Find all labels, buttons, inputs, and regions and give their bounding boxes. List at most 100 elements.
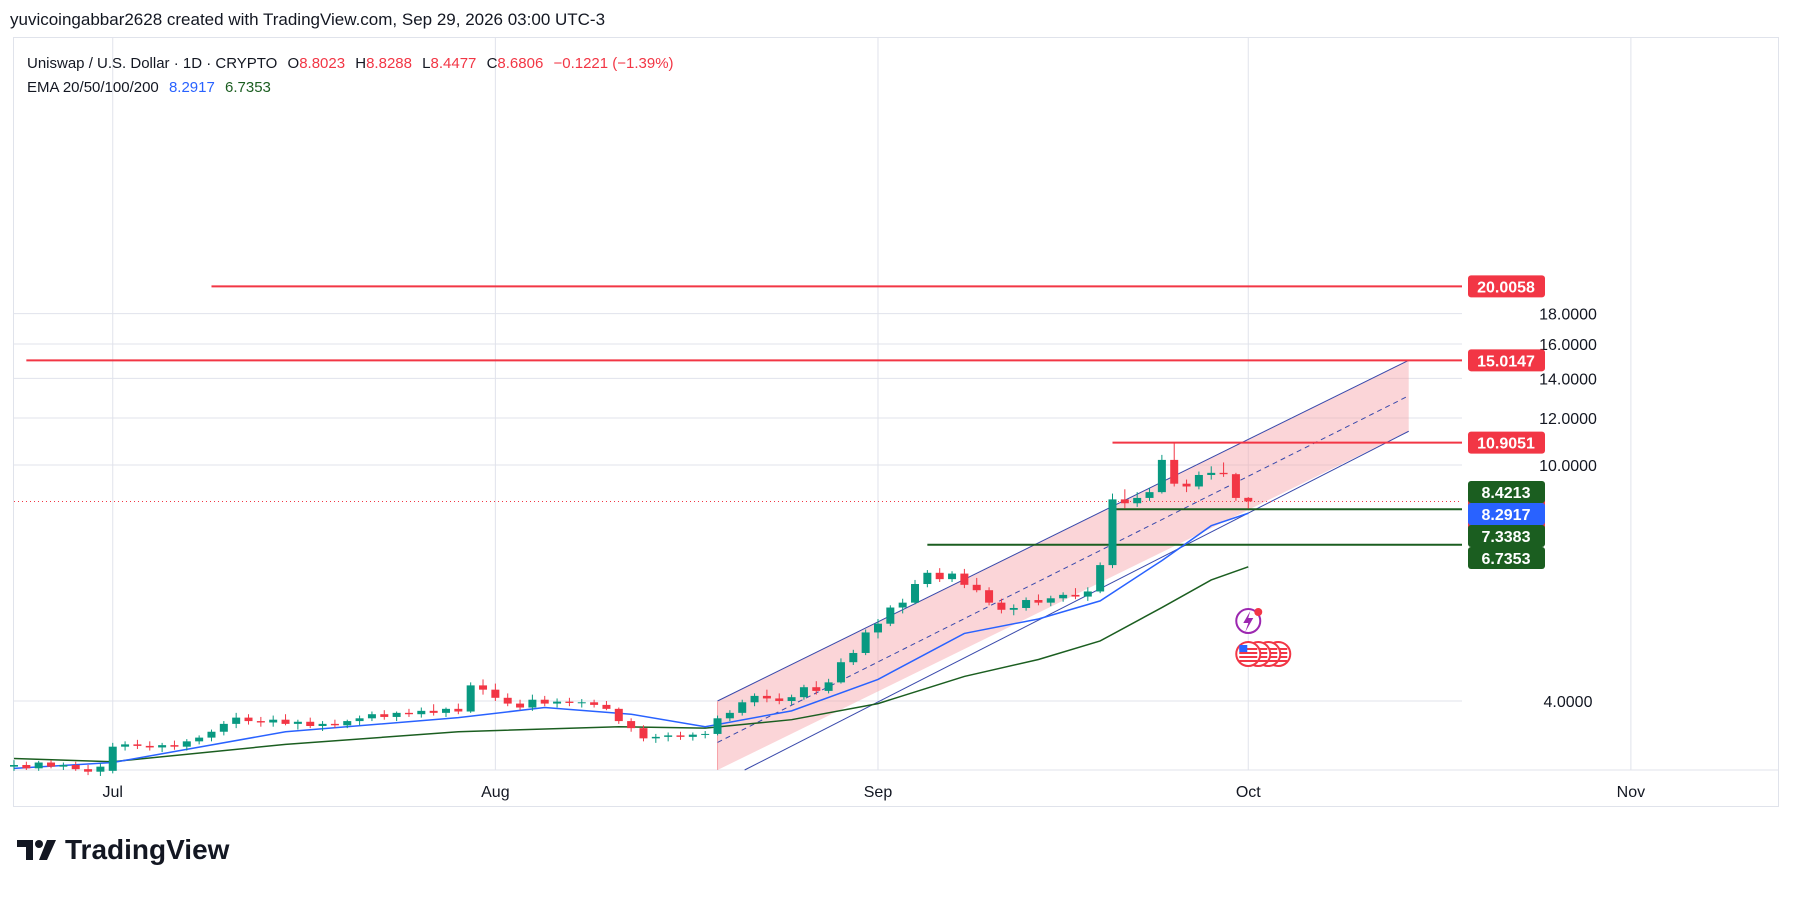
ema20-value: 8.2917 <box>168 79 215 96</box>
candle-body <box>1170 459 1179 484</box>
candle-body <box>873 623 882 633</box>
level-price-tag: 20.0058 <box>1477 279 1535 296</box>
candle-body <box>553 701 562 704</box>
candle-body <box>836 662 845 683</box>
candle-body <box>1133 497 1142 504</box>
candle-body <box>985 590 994 603</box>
candle-body <box>170 745 179 747</box>
channel-median-line <box>717 395 1409 743</box>
x-tick-label: Sep <box>864 784 893 801</box>
candle-body <box>158 745 167 748</box>
candle-body <box>503 697 512 704</box>
candle-body <box>1182 483 1191 487</box>
candle-body <box>343 721 352 726</box>
price-tag-bg <box>1468 525 1545 547</box>
close-value: 8.6806 <box>497 55 544 72</box>
candle-body <box>602 704 611 709</box>
flag-stripe <box>1239 656 1258 658</box>
candle-body <box>367 714 376 719</box>
candle-body <box>1034 600 1043 603</box>
candle-body <box>627 721 636 729</box>
candle-body <box>750 695 759 703</box>
candle-body <box>145 745 154 748</box>
candle-body <box>849 652 858 663</box>
candle-body <box>293 721 302 724</box>
y-tick-label: 16.0000 <box>1539 337 1597 354</box>
price-tag-bg <box>1468 547 1545 569</box>
candle-body <box>540 699 549 704</box>
candle-body <box>404 712 413 715</box>
candle-body <box>528 699 537 708</box>
candle-body <box>306 721 315 726</box>
flag-stripe <box>1239 652 1258 654</box>
chart-frame <box>13 37 1779 807</box>
chart-caption: yuvicoingabbar2628 created with TradingV… <box>10 10 606 29</box>
candle-body <box>219 723 228 732</box>
candle-body <box>244 717 253 722</box>
candle-body <box>651 736 660 739</box>
brand[interactable]: TradingView <box>17 834 229 866</box>
candle-body <box>577 702 586 704</box>
ema50-line <box>13 566 1249 763</box>
candle-body <box>417 710 426 715</box>
channel-lower-line <box>744 430 1409 771</box>
level-price-tag: 10.9051 <box>1477 436 1535 453</box>
candle-body <box>590 702 599 705</box>
chart-legend: Uniswap / U.S. Dollar · 1D · CRYPTO O8.8… <box>27 54 674 102</box>
candle-body <box>911 584 920 603</box>
ema-label[interactable]: EMA 20/50/100/200 <box>27 79 159 96</box>
candle-body <box>466 685 475 712</box>
y-tick-label: 18.0000 <box>1539 307 1597 324</box>
flag-stripe <box>1239 660 1258 662</box>
candle-body <box>1207 472 1216 475</box>
candle-body <box>1096 565 1105 592</box>
flag-stripe <box>1239 648 1258 650</box>
low-label: L <box>422 55 431 72</box>
candle-body <box>182 741 191 747</box>
channel-upper-line <box>717 359 1409 702</box>
candle-body <box>960 573 969 585</box>
candle-body <box>762 695 771 699</box>
candle-body <box>923 572 932 585</box>
high-value: 8.8288 <box>366 55 412 72</box>
candle-body <box>380 714 389 717</box>
candle-body <box>787 697 796 701</box>
price-tag: 7.3383 <box>1482 529 1531 546</box>
candle-body <box>256 721 265 723</box>
price-tag-bg <box>1468 503 1545 525</box>
candle-body <box>10 764 18 767</box>
candle-body <box>281 719 290 724</box>
candle-body <box>1108 499 1117 566</box>
candle-body <box>1022 600 1031 608</box>
candle-body <box>330 723 339 726</box>
candle-body <box>639 728 648 739</box>
candle-body <box>479 685 488 690</box>
channel-fill <box>717 360 1409 770</box>
symbol-name[interactable]: Uniswap / U.S. Dollar · 1D · CRYPTO <box>27 55 278 72</box>
candle-body <box>664 735 673 737</box>
candle-body <box>392 712 401 717</box>
level-price-tag-bg <box>1468 431 1545 454</box>
candle-body <box>516 703 525 708</box>
level-price-tag-bg <box>1468 275 1545 298</box>
level-price-tag: 15.0147 <box>1477 353 1535 370</box>
candle-body <box>775 698 784 701</box>
candle-body <box>688 734 697 737</box>
candle-body <box>207 731 216 738</box>
ema50-value: 6.7353 <box>225 79 271 96</box>
candle-body <box>269 719 278 723</box>
lightning-bolt <box>1243 611 1254 632</box>
candle-body <box>972 584 981 591</box>
candle-body <box>121 744 130 747</box>
candle-body <box>59 764 68 767</box>
candle-body <box>997 602 1006 610</box>
ema-legend-row: EMA 20/50/100/200 8.2917 6.7353 <box>27 78 674 102</box>
candle-body <box>84 769 93 772</box>
candle-body <box>824 682 833 691</box>
candle-body <box>1083 591 1092 597</box>
x-tick-label: Jul <box>103 784 123 801</box>
candle-body <box>1120 499 1129 504</box>
y-tick-label: 4.0000 <box>1544 694 1593 711</box>
candle-body <box>1194 474 1203 487</box>
